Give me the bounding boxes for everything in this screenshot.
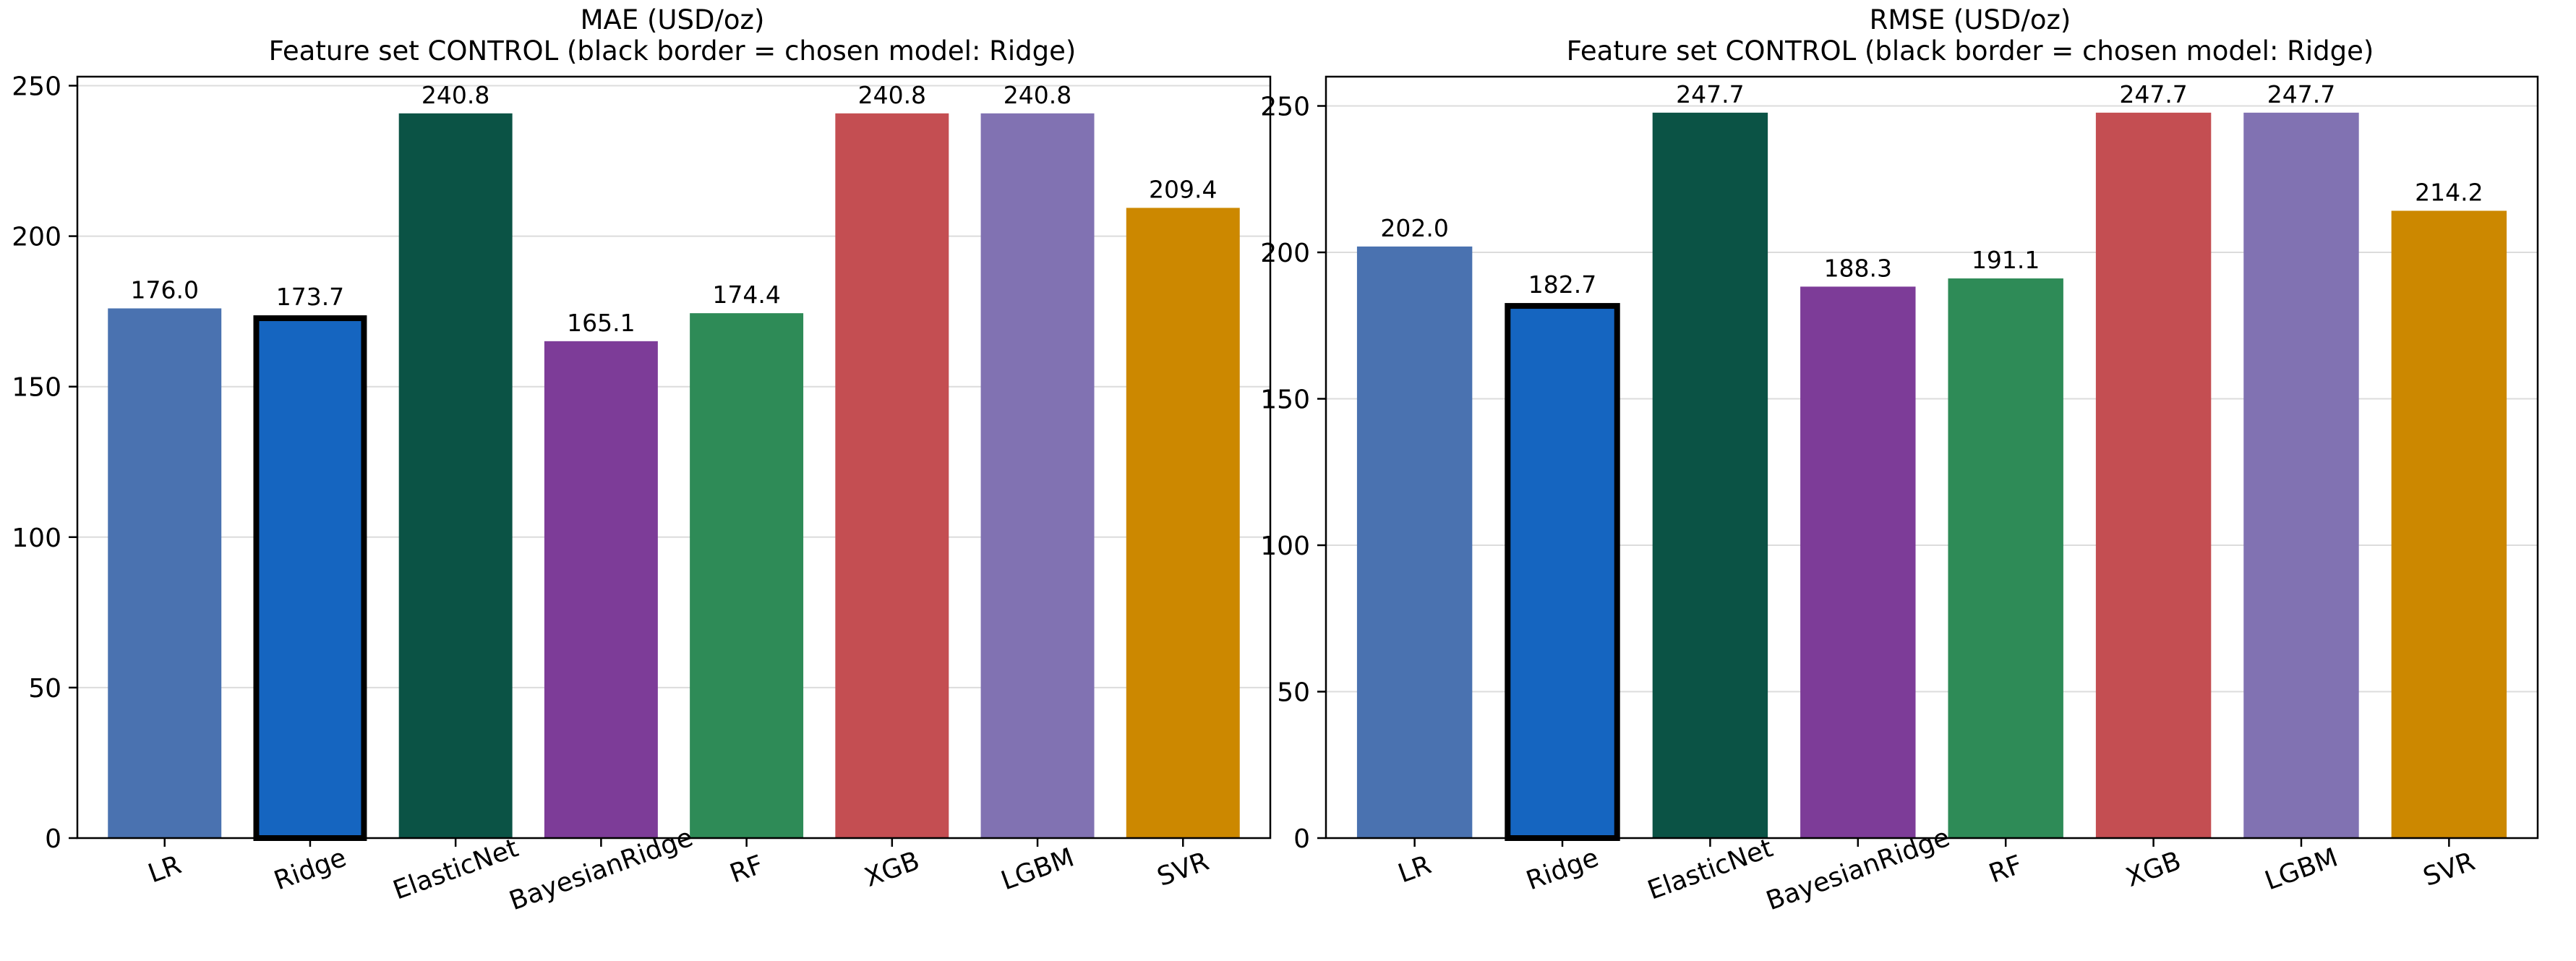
bar-rf — [1948, 278, 2063, 838]
x-tick-label: LR — [1395, 850, 1435, 889]
bar-ridge — [253, 315, 367, 842]
bar-value-label: 247.7 — [2267, 80, 2335, 108]
bar-elasticnet — [398, 113, 513, 838]
bar-value-label: 240.8 — [858, 81, 926, 109]
x-tick-label: RF — [1985, 850, 2027, 889]
bar-value-label: 173.7 — [276, 283, 344, 311]
bar-bayesianridge — [544, 341, 658, 838]
chart-title: RMSE (USD/oz) — [1870, 4, 2071, 35]
x-tick-label: Ridge — [270, 843, 351, 897]
x-tick-label: LR — [145, 850, 185, 889]
x-tick-label: XGB — [861, 846, 924, 893]
bar-value-label: 202.0 — [1380, 214, 1448, 242]
chart-title: MAE (USD/oz) — [581, 4, 765, 35]
bar-lgbm — [980, 113, 1095, 838]
plot-frame — [1325, 75, 2539, 840]
bar-lgbm — [2243, 112, 2359, 838]
bar-value-label: 209.4 — [1149, 175, 1217, 203]
y-tick-label: 50 — [28, 674, 61, 704]
x-tick-label: LGBM — [2261, 842, 2341, 896]
bar-value-label: 165.1 — [567, 309, 635, 337]
y-tick-label: 50 — [1277, 678, 1310, 708]
y-tick-label: 250 — [12, 72, 61, 101]
bar-value-label: 182.7 — [1528, 270, 1596, 299]
bar-elasticnet — [1652, 112, 1768, 838]
bar-bayesianridge — [1800, 286, 1916, 838]
mae-chart-panel: MAE (USD/oz) Feature set CONTROL (black … — [12, 4, 1272, 916]
bar-value-label: 247.7 — [2119, 80, 2187, 108]
bar-value-label: 176.0 — [130, 276, 198, 304]
bar-value-label: 174.4 — [712, 281, 780, 309]
bar-value-label: 191.1 — [1972, 246, 2040, 274]
chart-subtitle: Feature set CONTROL (black border = chos… — [269, 35, 1077, 67]
bar-xgb — [2095, 112, 2212, 838]
x-tick-label: LGBM — [997, 842, 1077, 896]
x-tick-label: SVR — [1153, 847, 1212, 892]
bar-ridge — [1505, 303, 1620, 841]
x-tick-label: Ridge — [1523, 843, 1603, 897]
x-tick-label: XGB — [2122, 846, 2185, 893]
bar-lr — [1356, 246, 1473, 838]
y-tick-label: 0 — [1293, 824, 1310, 854]
y-tick-label: 250 — [1260, 93, 1310, 122]
chart-subtitle: Feature set CONTROL (black border = chos… — [1567, 35, 2374, 67]
y-tick-label: 150 — [1260, 385, 1310, 415]
bar-svr — [1126, 208, 1240, 839]
plot-frame — [76, 75, 1272, 840]
bar-xgb — [835, 113, 949, 838]
bar-svr — [2391, 210, 2507, 838]
y-tick-label: 100 — [1260, 531, 1310, 561]
bar-value-label: 247.7 — [1676, 80, 1744, 108]
y-tick-label: 100 — [12, 524, 61, 553]
bar-value-label: 240.8 — [1004, 81, 1071, 109]
y-tick-label: 200 — [12, 223, 61, 252]
y-tick-label: 150 — [12, 373, 61, 403]
bar-value-label: 240.8 — [422, 81, 489, 109]
bar-value-label: 188.3 — [1824, 254, 1892, 282]
bar-lr — [108, 308, 222, 838]
y-tick-label: 0 — [45, 824, 61, 854]
x-tick-label: SVR — [2419, 847, 2478, 892]
x-tick-label: RF — [726, 850, 767, 889]
y-tick-label: 200 — [1260, 239, 1310, 268]
rmse-chart-panel: RMSE (USD/oz) Feature set CONTROL (black… — [1260, 4, 2539, 916]
bar-rf — [690, 313, 804, 838]
bar-value-label: 214.2 — [2415, 178, 2483, 206]
